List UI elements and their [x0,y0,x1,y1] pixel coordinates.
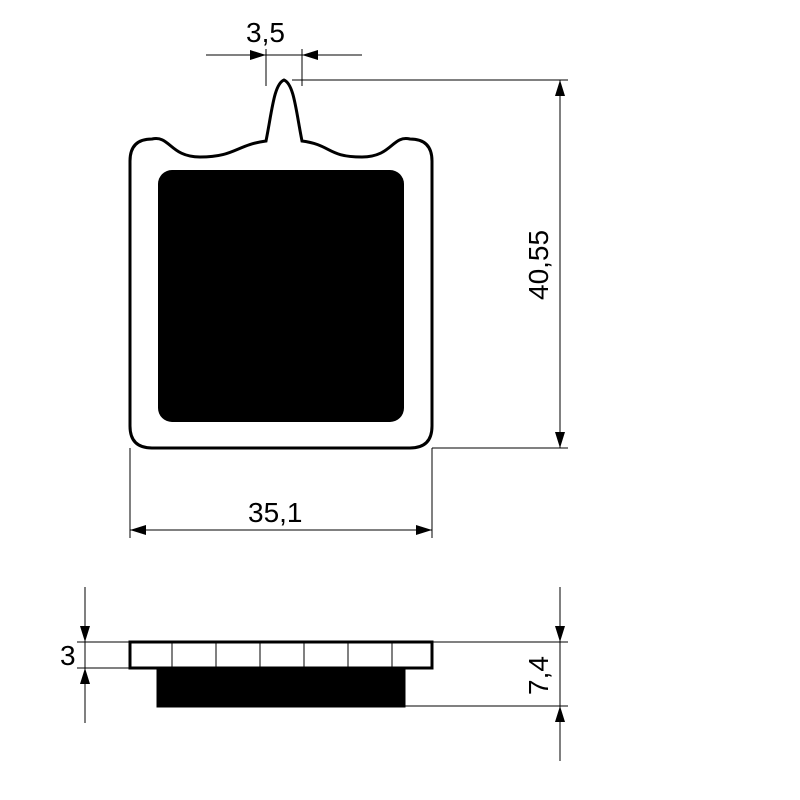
dim-label: 3,5 [246,17,285,48]
dim-label: 7,4 [523,656,554,695]
side-backplate [130,642,432,668]
dim-label: 3 [60,640,76,671]
dim-label: 40,55 [523,230,554,300]
friction-pad [158,170,404,422]
drawing-canvas: 3,5 40,55 35,1 3 7,4 [0,0,800,800]
dim-label: 35,1 [248,497,303,528]
side-pad [158,668,404,706]
